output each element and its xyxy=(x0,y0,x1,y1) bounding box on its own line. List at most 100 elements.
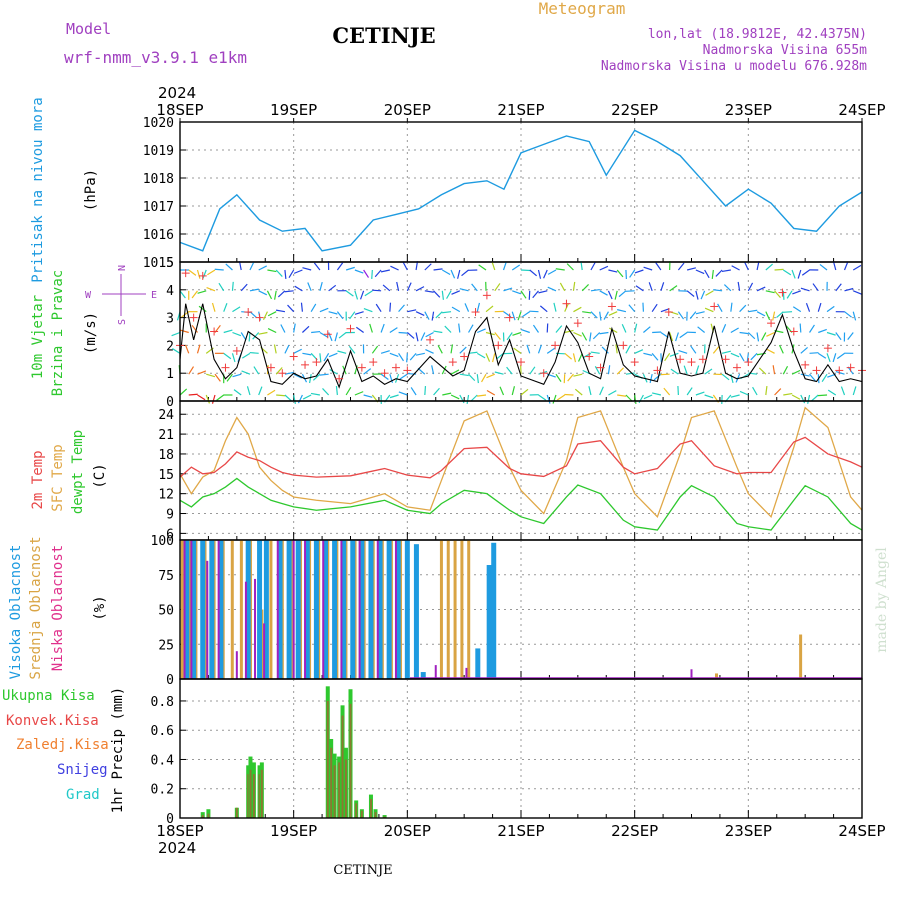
cloud-mid-bar xyxy=(460,540,464,679)
wind-arrow xyxy=(625,372,635,375)
wind-arrow xyxy=(394,373,400,383)
wind-arrow xyxy=(425,331,434,338)
wind-arrow xyxy=(739,304,747,313)
precip-conv-bar xyxy=(338,762,341,818)
wind-arrow xyxy=(559,282,566,292)
wind-arrow xyxy=(191,290,198,299)
wind-arrow xyxy=(380,323,385,333)
wind-arrow xyxy=(211,302,216,312)
wind-arrow xyxy=(345,290,354,297)
wind-arrow xyxy=(766,331,775,337)
wind-arrow xyxy=(607,290,613,300)
wind-arrow xyxy=(679,332,688,339)
precip-conv-bar xyxy=(247,774,250,818)
wind-arrow xyxy=(354,391,364,396)
wind-arrow xyxy=(442,269,451,276)
wind-arrow xyxy=(476,302,481,312)
cloud-high-bar xyxy=(295,540,301,679)
wind-arrow xyxy=(284,269,287,280)
cloud-high-bar xyxy=(286,540,292,679)
wind-arrow xyxy=(832,353,837,363)
wind-arrow xyxy=(686,267,697,271)
wind-arrow xyxy=(441,290,445,300)
wind-arrow xyxy=(293,394,296,404)
wind-arrow xyxy=(371,345,379,354)
wind-arrow xyxy=(643,352,653,356)
wind-arrow xyxy=(496,352,504,360)
wind-arrow xyxy=(335,385,338,396)
wind-arrow xyxy=(389,352,399,357)
meteogram-label: Meteogram xyxy=(539,0,626,18)
wind-arrow xyxy=(537,269,542,279)
wind-arrow xyxy=(249,288,259,292)
page-title: CETINJE xyxy=(332,23,435,48)
y-tick-label: 75 xyxy=(158,569,174,584)
wind-arrow xyxy=(218,282,225,292)
wind-arrow xyxy=(826,331,836,336)
wind-arrow xyxy=(634,349,644,354)
wind-arrow xyxy=(797,269,802,279)
y-tick-label: 1019 xyxy=(143,144,174,159)
wind-arrow xyxy=(511,386,516,396)
wind-arrow xyxy=(302,267,312,271)
wind-arrow xyxy=(651,303,658,313)
wind-arrow xyxy=(805,303,811,312)
wind-arrow xyxy=(382,284,391,292)
wind-arrow xyxy=(390,265,399,271)
cloud-mid-bar xyxy=(446,540,450,679)
wind-arrow xyxy=(590,261,596,271)
cloud-high-bar xyxy=(395,540,401,679)
wind-arrow xyxy=(458,323,461,333)
wind-arrow xyxy=(406,353,408,363)
cloud-low-bar xyxy=(244,581,247,679)
wind-arrow xyxy=(329,369,338,375)
wind-arrow xyxy=(464,303,470,312)
wind-arrow xyxy=(517,311,522,321)
cloud-mid-bar xyxy=(180,540,184,679)
y-tick-label: 1016 xyxy=(143,228,174,243)
wind-arrow xyxy=(648,282,653,292)
cloud-mid-bar xyxy=(467,540,471,679)
wind-arrow xyxy=(577,353,583,362)
wind-arrow xyxy=(690,345,697,354)
wind-arrow xyxy=(302,352,312,356)
cloud-label-3: Niska Oblacnost xyxy=(50,545,66,671)
wind-arrow xyxy=(634,269,644,274)
wind-arrow xyxy=(564,329,574,334)
wind-arrow xyxy=(651,392,662,396)
y-tick-label: 15 xyxy=(158,468,174,483)
wind-arrow xyxy=(262,311,268,321)
date-label-bottom: 19SEP xyxy=(270,822,317,840)
precip-conv-bar xyxy=(326,700,329,818)
wind-arrow xyxy=(634,394,637,404)
wind-arrow xyxy=(233,389,242,396)
wind-speed-line xyxy=(179,303,863,389)
wind-arrow xyxy=(337,350,347,354)
wind-arrow xyxy=(739,390,749,396)
wind-arrow xyxy=(468,373,476,382)
wind-arrow xyxy=(202,269,207,279)
wind-arrow xyxy=(459,373,469,377)
wind-arrow xyxy=(389,302,392,312)
t2m-line xyxy=(179,436,863,479)
wind-arrow xyxy=(800,287,810,292)
wind-arrow xyxy=(782,269,792,276)
wind-arrow xyxy=(590,288,600,292)
wind-arrow xyxy=(231,353,236,363)
wind-arrow xyxy=(574,388,583,396)
compass-s: S xyxy=(117,319,128,325)
precip-conv-bar xyxy=(341,715,344,818)
wind-arrow xyxy=(844,287,854,292)
wind-arrow xyxy=(774,290,781,299)
wind-arrow xyxy=(512,331,522,336)
wind-arrow xyxy=(389,373,394,383)
wind-arrow xyxy=(499,386,505,396)
wind-arrow xyxy=(424,385,427,396)
wind-arrow xyxy=(481,373,487,383)
wind-arrow xyxy=(363,269,370,278)
wind-arrow xyxy=(616,269,624,278)
wind-arrow xyxy=(450,269,456,279)
wind-arrow xyxy=(683,365,688,375)
wind-arrow xyxy=(705,290,714,296)
pressure-panel: 1015 1016 1017 1018 1019 1020 xyxy=(143,116,863,271)
